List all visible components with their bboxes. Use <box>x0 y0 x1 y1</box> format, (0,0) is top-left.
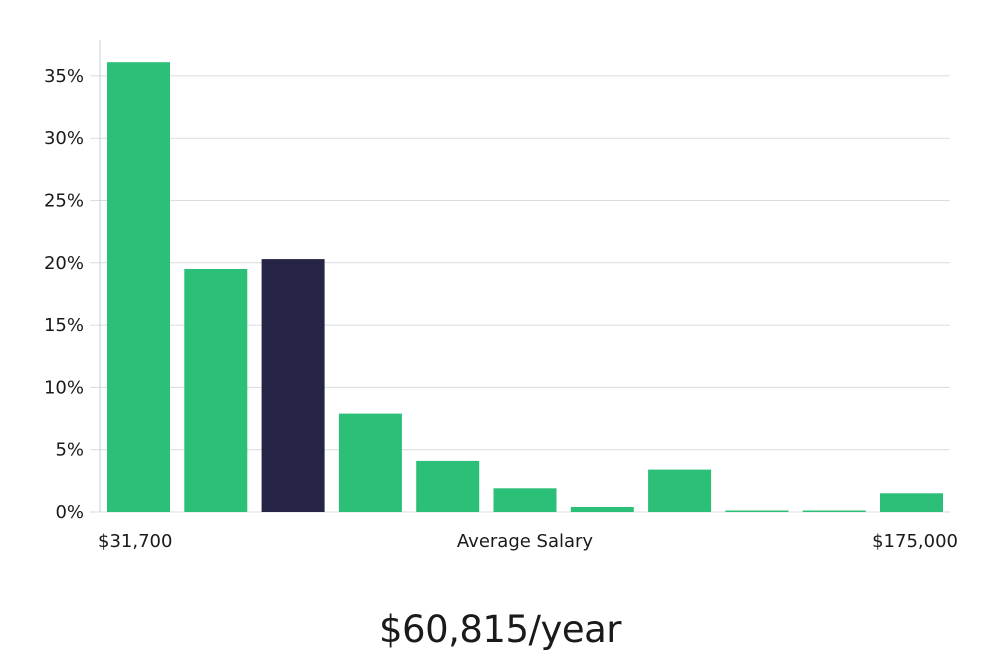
salary-histogram: 0% 5% 10% 15% 20% 25% 30% 35% $31,700 Average S… <box>44 40 958 552</box>
bar <box>802 510 866 512</box>
x-label-max: $175,000 <box>872 531 958 552</box>
average-salary-value: $60,815/year <box>378 608 622 651</box>
bar <box>184 269 248 512</box>
y-tick-label: 30% <box>44 128 84 149</box>
y-tick-label: 10% <box>44 377 84 398</box>
bars <box>107 62 943 512</box>
y-tick-label: 35% <box>44 66 84 87</box>
y-axis-ticks: 0% 5% 10% 15% 20% 25% 30% 35% <box>44 66 84 523</box>
bar <box>648 469 712 512</box>
x-label-min: $31,700 <box>98 531 172 552</box>
x-axis-title: Average Salary <box>457 531 594 552</box>
bar <box>338 413 402 512</box>
y-tick-label: 0% <box>55 502 84 523</box>
y-tick-label: 25% <box>44 191 84 212</box>
y-tick-label: 20% <box>44 253 84 274</box>
y-tick-label: 5% <box>55 440 84 461</box>
bar <box>493 488 557 512</box>
y-tick-label: 15% <box>44 315 84 336</box>
bar-highlighted <box>261 259 325 512</box>
bar <box>416 460 480 512</box>
bar <box>107 62 170 512</box>
bar <box>570 507 634 512</box>
bar <box>725 510 789 512</box>
bar <box>880 493 943 512</box>
